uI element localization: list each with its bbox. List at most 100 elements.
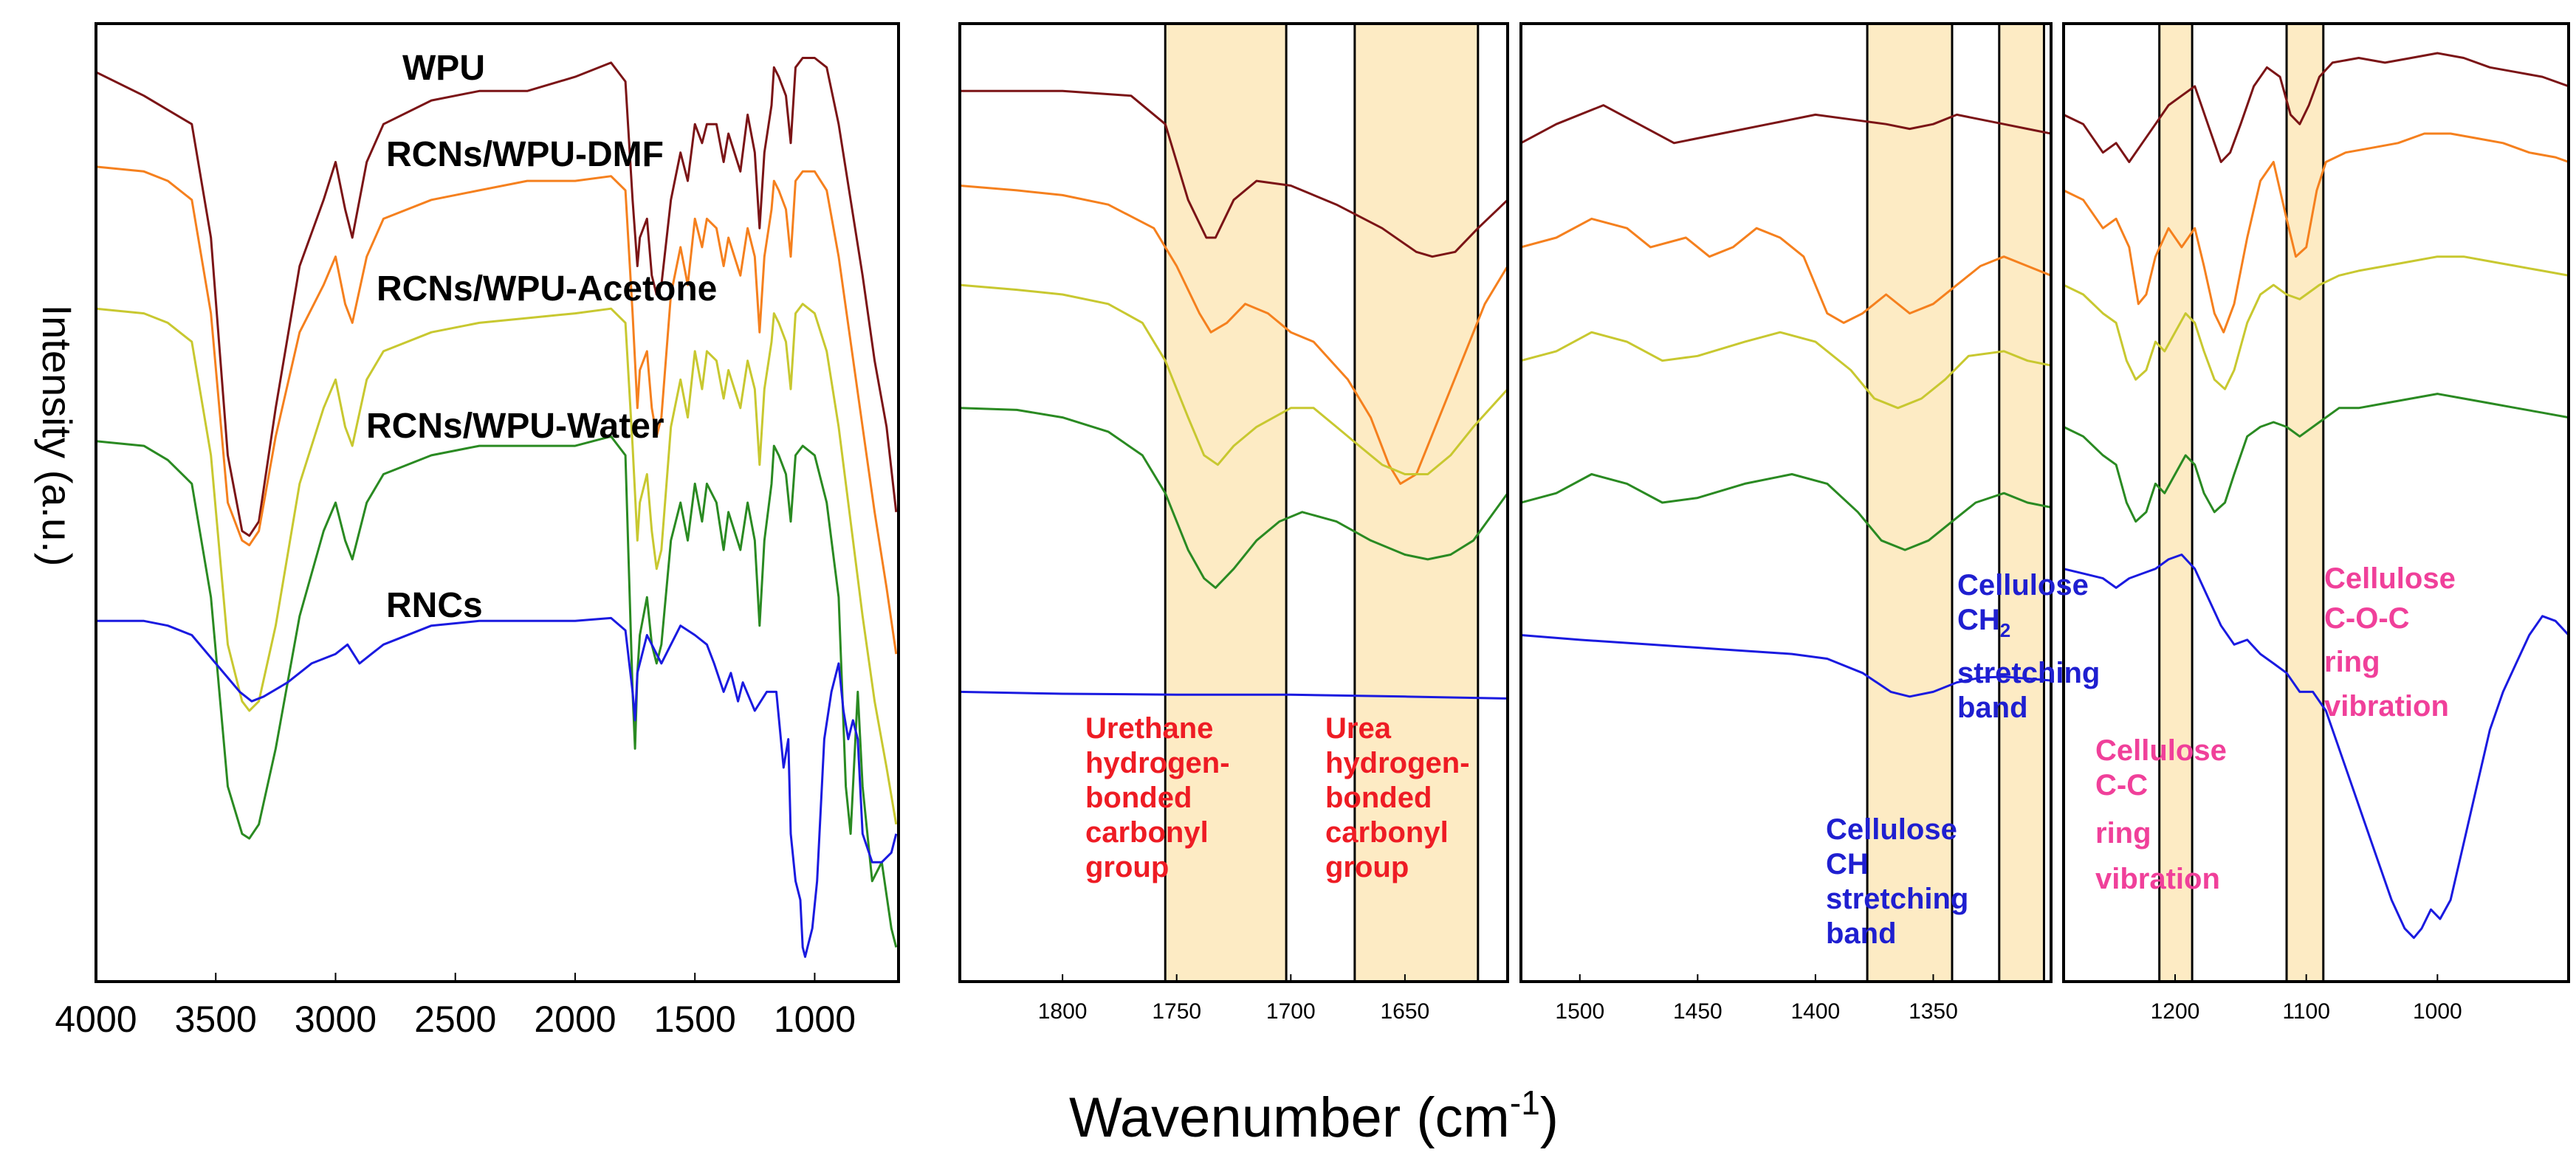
series-line-wpu bbox=[96, 57, 898, 537]
annotation-line: group bbox=[1085, 851, 1169, 883]
x-tick-label: 3500 bbox=[175, 999, 257, 1040]
x-tick-label: 1200 bbox=[2151, 999, 2200, 1024]
series-line-rcns-wpu-dmf bbox=[2064, 132, 2569, 334]
x-tick-label: 2000 bbox=[534, 999, 616, 1040]
x-tick-label: 1100 bbox=[2282, 999, 2330, 1024]
x-tick-label: 3000 bbox=[295, 999, 377, 1040]
annotation-line: C-C bbox=[2095, 769, 2148, 802]
annotation-line: carbonyl bbox=[1085, 816, 1209, 849]
x-tick-label: 1650 bbox=[1381, 999, 1430, 1024]
x-axis-title-tail: ) bbox=[1540, 1086, 1559, 1149]
highlight-band bbox=[2158, 22, 2194, 983]
series-label-acetone: RCNs/WPU-Acetone bbox=[377, 269, 717, 309]
annotation-line: carbonyl bbox=[1325, 816, 1449, 849]
annotation-line: Cellulose bbox=[1957, 569, 2089, 602]
x-tick-label: 1450 bbox=[1673, 999, 1723, 1024]
annotation-line: CH bbox=[1826, 848, 1869, 880]
annotation-line: CH2 bbox=[1957, 604, 2010, 641]
annotation-line: stretching bbox=[1826, 883, 1968, 915]
series-line-rcns-wpu-acetone bbox=[2064, 255, 2569, 390]
series-line-rcns-wpu-water bbox=[2064, 393, 2569, 523]
series-group bbox=[2064, 52, 2569, 940]
panel-full-spectrum: 4000 3500 3000 2500 2000 1500 1000 bbox=[55, 22, 900, 1040]
annotation-subscript: 2 bbox=[2000, 619, 2010, 641]
series-group bbox=[960, 89, 1508, 700]
x-tick-label: 1000 bbox=[774, 999, 856, 1040]
series-group bbox=[1521, 104, 2051, 698]
annotation-line: Cellulose bbox=[2324, 562, 2456, 595]
series-group bbox=[96, 57, 898, 958]
x-axis-title-text: Wavenumber (cm bbox=[1069, 1086, 1510, 1149]
x-tick-label: 1500 bbox=[654, 999, 736, 1040]
annotation-line: band bbox=[1957, 692, 2028, 724]
annotation-cellulose-ch: Cellulose CH stretching band bbox=[1826, 813, 1968, 950]
panel-zoom-ch: 1500 1450 1400 1350 bbox=[1519, 22, 2053, 1024]
series-line-wpu bbox=[1521, 104, 2051, 145]
series-line-rcns-wpu-water bbox=[960, 407, 1508, 589]
x-tick-label: 1350 bbox=[1909, 999, 1958, 1024]
series-label-wpu: WPU bbox=[402, 49, 485, 88]
annotation-line: group bbox=[1325, 851, 1409, 883]
series-line-rcns-wpu-dmf bbox=[1521, 217, 2051, 324]
series-line-wpu bbox=[960, 89, 1508, 258]
annotation-line: Urethane bbox=[1085, 712, 1213, 745]
x-tick-label: 1500 bbox=[1555, 999, 1604, 1024]
annotation-line: ring bbox=[2095, 817, 2151, 849]
series-line-rncs bbox=[96, 616, 898, 958]
x-tick-label: 1800 bbox=[1038, 999, 1088, 1024]
panel-frame bbox=[2062, 22, 2570, 983]
series-line-rcns-wpu-water bbox=[96, 435, 898, 948]
series-line-rcns-wpu-acetone bbox=[1521, 331, 2051, 410]
annotation-urethane: Urethane hydrogen- bonded carbonyl group bbox=[1085, 712, 1230, 883]
x-tick-label: 2500 bbox=[414, 999, 496, 1040]
annotation-cellulose-ch2: Cellulose CH2 stretching band bbox=[1957, 569, 2100, 724]
highlight-band bbox=[1998, 22, 2045, 983]
series-line-rcns-wpu-water bbox=[1521, 473, 2051, 551]
series-line-rcns-wpu-dmf bbox=[96, 165, 898, 655]
annotation-line: hydrogen- bbox=[1325, 747, 1470, 779]
panel-zoom-carbonyl: 1800 1750 1700 1650 bbox=[958, 22, 1509, 1024]
panel-zoom-cellulose: 1200 1100 1000 bbox=[2062, 22, 2570, 1024]
x-axis-title-superscript: -1 bbox=[1510, 1083, 1540, 1122]
annotation-line: Urea bbox=[1325, 712, 1392, 745]
annotation-line: stretching bbox=[1957, 657, 2100, 689]
panel-frame bbox=[958, 22, 1509, 983]
annotation-line: ring bbox=[2324, 646, 2380, 678]
series-label-rncs: RNCs bbox=[386, 586, 483, 625]
annotation-line: band bbox=[1826, 917, 1897, 950]
annotation-ch-text: CH bbox=[1957, 604, 2000, 636]
annotation-line: C-O-C bbox=[2324, 602, 2410, 635]
highlight-band bbox=[2285, 22, 2325, 983]
series-line-rncs bbox=[1521, 634, 2051, 698]
x-tick-label: 4000 bbox=[55, 999, 137, 1040]
annotation-urea: Urea hydrogen- bonded carbonyl group bbox=[1325, 712, 1470, 883]
x-tick-label: 1700 bbox=[1266, 999, 1316, 1024]
annotation-cellulose-cc: Cellulose C-C ring vibration bbox=[2095, 734, 2227, 895]
series-label-water: RCNs/WPU-Water bbox=[366, 407, 664, 446]
x-tick-label: 1400 bbox=[1791, 999, 1841, 1024]
panel-frame bbox=[95, 22, 900, 983]
series-line-rncs bbox=[2064, 554, 2569, 940]
annotation-line: vibration bbox=[2324, 690, 2449, 723]
series-line-rcns-wpu-acetone bbox=[96, 303, 898, 825]
series-line-rcns-wpu-dmf bbox=[960, 185, 1508, 485]
x-tick-label: 1000 bbox=[2413, 999, 2462, 1024]
annotation-cellulose-coc: Cellulose C-O-C ring vibration bbox=[2324, 562, 2456, 723]
series-line-rcns-wpu-acetone bbox=[960, 283, 1508, 475]
annotation-line: Cellulose bbox=[1826, 813, 1957, 846]
highlight-band bbox=[1353, 22, 1480, 983]
y-axis-title: Intensity (a.u.) bbox=[34, 305, 80, 567]
x-axis-title: Wavenumber (cm-1) bbox=[1069, 1083, 1559, 1149]
series-line-rncs bbox=[960, 690, 1508, 700]
series-line-wpu bbox=[2064, 52, 2569, 163]
series-label-dmf: RCNs/WPU-DMF bbox=[386, 135, 664, 174]
annotation-line: hydrogen- bbox=[1085, 747, 1230, 779]
annotation-line: bonded bbox=[1085, 782, 1192, 814]
x-tick-label: 1750 bbox=[1152, 999, 1201, 1024]
annotation-line: vibration bbox=[2095, 863, 2220, 895]
annotation-line: Cellulose bbox=[2095, 734, 2227, 767]
panel-frame bbox=[1519, 22, 2053, 983]
annotation-line: bonded bbox=[1325, 782, 1432, 814]
